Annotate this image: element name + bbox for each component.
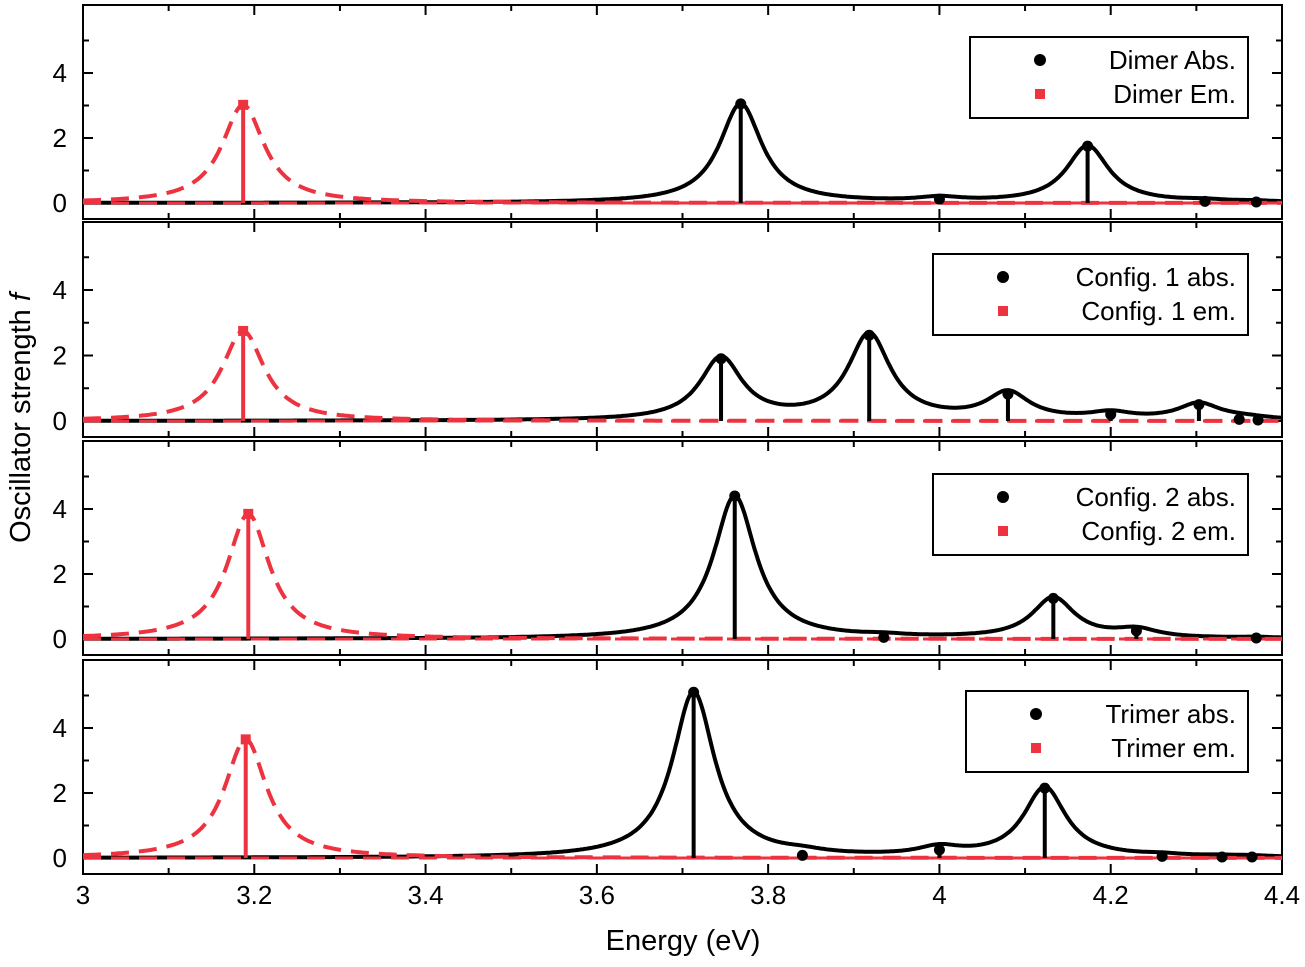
y-tick-label: 4 (53, 58, 67, 88)
absorption-point (1039, 782, 1051, 794)
y-tick-label: 2 (53, 559, 67, 589)
absorption-point (878, 631, 890, 643)
y-axis-label-symbol: f (5, 290, 37, 301)
legend-box (965, 690, 1249, 773)
emission-point (243, 508, 254, 519)
x-tick-label: 4 (932, 880, 946, 910)
y-tick-label: 0 (53, 843, 67, 873)
legend-emission-marker (1031, 743, 1041, 753)
y-tick-label: 4 (53, 713, 67, 743)
absorption-point (1250, 632, 1262, 644)
x-axis-label: Energy (eV) (606, 925, 761, 957)
absorption-point (1193, 399, 1205, 411)
absorption-point (933, 193, 945, 205)
y-tick-label: 2 (53, 341, 67, 371)
legend-absorption-label: Config. 2 abs. (1076, 482, 1236, 512)
panel-0: 0 2 4 Dimer Abs. Dimer Em. (53, 4, 1283, 220)
emission-curve (83, 103, 1282, 205)
legend-emission-marker (1035, 89, 1045, 99)
legend-emission-marker (998, 306, 1008, 316)
panel-3: 0 2 4 3 3.2 3.4 3.6 3.8 4 4.2 4.4 Trimer abs. Trimer… (53, 659, 1300, 910)
absorption-point (1105, 408, 1117, 420)
x-tick-label: 4.2 (1093, 880, 1129, 910)
panel-1: 0 2 4 Config. 1 abs. Config. 1 em. (53, 221, 1283, 438)
x-tick-label: 4.4 (1264, 880, 1300, 910)
emission-curve (83, 737, 1282, 860)
panels: 0 2 4 Dimer Abs. Dimer Em. 0 2 4 Config. 1 abs. C… (53, 4, 1300, 910)
y-tick-label: 0 (53, 406, 67, 436)
x-tick-label: 3.4 (407, 880, 443, 910)
absorption-point (863, 329, 875, 341)
absorption-point (1216, 851, 1228, 863)
emission-curve (83, 329, 1282, 423)
absorption-point (1199, 195, 1211, 207)
x-tick-label: 3.2 (236, 880, 272, 910)
y-tick-label: 2 (53, 778, 67, 808)
legend-absorption-label: Trimer abs. (1106, 699, 1237, 729)
legend-absorption-marker (997, 491, 1009, 503)
absorption-point (1252, 414, 1264, 426)
absorption-point (1233, 413, 1245, 425)
absorption-point (735, 98, 747, 110)
y-tick-label: 4 (53, 494, 67, 524)
absorption-point (729, 490, 741, 502)
y-tick-label: 0 (53, 188, 67, 218)
y-tick-label: 2 (53, 123, 67, 153)
emission-point (238, 99, 249, 110)
y-axis-label-text: Oscillator strength (5, 309, 37, 543)
legend-absorption-marker (1034, 54, 1046, 66)
absorption-point (1250, 196, 1262, 208)
legend-emission-label: Trimer em. (1111, 733, 1236, 763)
absorption-point (1002, 388, 1014, 400)
emission-point (238, 325, 249, 336)
panel-2: 0 2 4 Config. 2 abs. Config. 2 em. (53, 440, 1283, 656)
legend-box (932, 253, 1249, 336)
absorption-point (796, 849, 808, 861)
absorption-point (1156, 850, 1168, 862)
legend-emission-label: Dimer Em. (1113, 79, 1236, 109)
legend-emission-label: Config. 1 em. (1081, 296, 1236, 326)
legend-emission-label: Config. 2 em. (1081, 516, 1236, 546)
x-tick-label: 3.8 (750, 880, 786, 910)
legend-absorption-marker (997, 271, 1009, 283)
legend-emission-marker (998, 526, 1008, 536)
absorption-point (715, 353, 727, 365)
absorption-curve (82, 330, 1283, 423)
absorption-point (1246, 851, 1258, 863)
x-tick-label: 3 (76, 880, 90, 910)
y-tick-label: 4 (53, 275, 67, 305)
absorption-point (933, 844, 945, 856)
absorption-point (1130, 625, 1142, 637)
y-tick-label: 0 (53, 624, 67, 654)
absorption-point (1047, 592, 1059, 604)
absorption-point (1082, 140, 1094, 152)
y-axis-label: Oscillator strength f (5, 290, 37, 543)
legend-absorption-marker (1030, 708, 1042, 720)
legend-box (969, 36, 1249, 119)
legend-absorption-label: Config. 1 abs. (1076, 262, 1236, 292)
absorption-point (688, 686, 700, 698)
x-tick-label: 3.6 (579, 880, 615, 910)
emission-point (240, 734, 251, 745)
legend-absorption-label: Dimer Abs. (1109, 45, 1236, 75)
legend-box (932, 473, 1249, 556)
